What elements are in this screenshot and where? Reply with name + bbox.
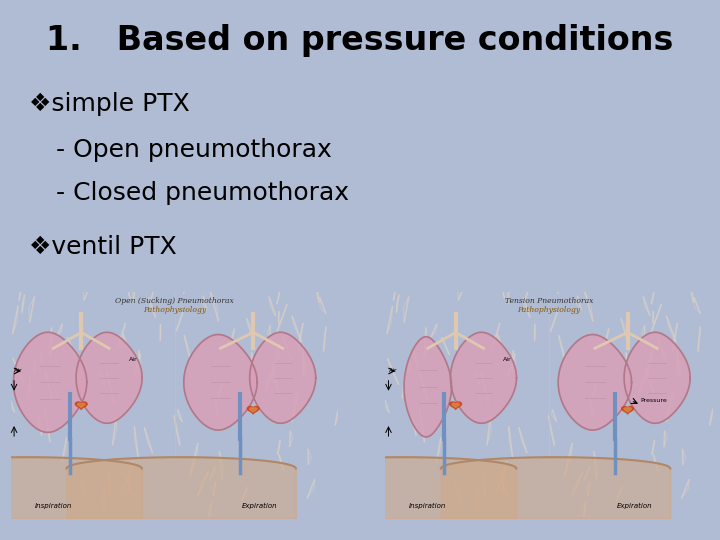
Polygon shape xyxy=(78,403,85,408)
Polygon shape xyxy=(76,332,142,423)
Polygon shape xyxy=(184,335,257,430)
Polygon shape xyxy=(451,332,516,423)
Polygon shape xyxy=(624,408,631,412)
Text: Air: Air xyxy=(14,368,23,374)
Polygon shape xyxy=(248,407,259,414)
Text: ❖simple PTX: ❖simple PTX xyxy=(29,92,189,116)
Polygon shape xyxy=(250,332,316,423)
Polygon shape xyxy=(76,402,87,409)
Text: Pressure: Pressure xyxy=(641,398,667,403)
Text: Air: Air xyxy=(389,368,397,374)
Text: Tension Pneumothorax: Tension Pneumothorax xyxy=(505,297,593,305)
Polygon shape xyxy=(624,332,690,423)
Polygon shape xyxy=(404,337,451,437)
Text: - Open pneumothorax: - Open pneumothorax xyxy=(40,138,331,161)
Polygon shape xyxy=(622,407,634,414)
Polygon shape xyxy=(452,403,459,408)
Text: 1.   Based on pressure conditions: 1. Based on pressure conditions xyxy=(46,24,674,57)
Text: Air: Air xyxy=(129,357,138,362)
Text: Inspiration: Inspiration xyxy=(35,503,72,509)
Polygon shape xyxy=(250,408,257,412)
Text: Expiration: Expiration xyxy=(242,503,278,509)
Polygon shape xyxy=(14,332,87,433)
Text: Pathophysiology: Pathophysiology xyxy=(143,306,206,314)
Text: Expiration: Expiration xyxy=(616,503,652,509)
Text: Inspiration: Inspiration xyxy=(409,503,446,509)
Text: Open (Sucking) Pneumothorax: Open (Sucking) Pneumothorax xyxy=(115,297,234,305)
Text: ❖ventil PTX: ❖ventil PTX xyxy=(29,235,176,259)
Polygon shape xyxy=(450,402,462,409)
Text: Air: Air xyxy=(503,357,512,362)
Polygon shape xyxy=(558,335,631,430)
Text: - Closed pneumothorax: - Closed pneumothorax xyxy=(40,181,348,205)
Text: Pathophysiology: Pathophysiology xyxy=(518,306,580,314)
